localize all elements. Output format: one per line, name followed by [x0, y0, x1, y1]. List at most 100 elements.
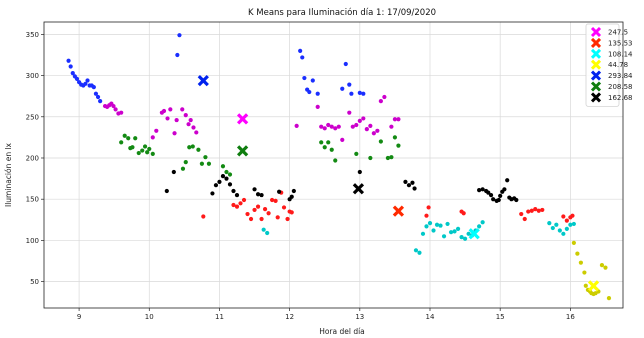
legend-marker [590, 59, 602, 70]
data-point [281, 205, 287, 210]
data-point [378, 139, 383, 144]
y-tick-label: 100 [26, 237, 39, 245]
data-point [319, 140, 324, 145]
data-point [259, 216, 264, 222]
legend-marker [590, 81, 602, 92]
data-point [150, 135, 155, 140]
data-point [578, 260, 583, 265]
data-point [571, 221, 576, 227]
data-point [488, 192, 494, 198]
data-point [224, 176, 229, 181]
data-point [385, 155, 390, 161]
data-point [252, 207, 257, 213]
x-tick-label: 15 [496, 313, 505, 321]
data-point [413, 248, 419, 253]
data-point [220, 164, 226, 169]
data-point [142, 144, 148, 149]
data-point [213, 183, 219, 188]
data-point [438, 223, 443, 228]
y-tick-label: 50 [30, 278, 39, 286]
data-point [248, 216, 254, 222]
data-point [466, 231, 471, 236]
data-point [70, 71, 75, 76]
cross-stroke [590, 59, 602, 70]
data-point [300, 55, 305, 60]
data-point [349, 91, 354, 96]
data-point [322, 145, 327, 150]
data-point [275, 215, 280, 220]
data-point [480, 187, 485, 192]
data-point [171, 169, 176, 175]
data-point [294, 123, 299, 128]
data-point [191, 125, 196, 130]
data-point [319, 124, 324, 129]
data-point [575, 251, 580, 256]
data-point [241, 197, 247, 203]
legend-marker [590, 26, 602, 38]
data-point [561, 214, 566, 219]
plot-area-frame [43, 21, 624, 309]
data-point [389, 124, 394, 129]
data-point [150, 151, 155, 156]
data-point [180, 166, 186, 171]
data-point [424, 213, 429, 218]
centroid-marker [197, 75, 209, 87]
y-axis-ticks: 50 100 150 200 250 300 350 [26, 31, 44, 286]
data-point [357, 169, 362, 175]
data-point [91, 85, 96, 90]
data-point [441, 234, 447, 239]
data-point [145, 150, 150, 155]
data-point [188, 117, 193, 123]
data-point [396, 143, 401, 148]
data-point [526, 209, 531, 214]
data-point [122, 133, 127, 138]
data-point [220, 174, 226, 179]
centroid-marker [236, 145, 249, 157]
data-point [410, 180, 415, 185]
legend-label: 135.53 [608, 39, 633, 47]
data-point [502, 187, 507, 192]
data-point [448, 230, 454, 235]
cross-stroke [468, 228, 480, 240]
data-point [480, 220, 485, 225]
data-point [203, 155, 208, 160]
data-point [66, 58, 71, 63]
data-point [119, 140, 124, 145]
data-point [175, 52, 180, 58]
data-point [396, 117, 401, 122]
data-point [347, 110, 352, 115]
data-point [354, 151, 359, 156]
data-point [252, 187, 257, 192]
data-point [199, 161, 205, 166]
data-point [382, 94, 387, 100]
legend: 247.5 135.53 108.14 44.78 293.84 208.58 162.68 [585, 23, 633, 107]
y-tick-label: 300 [26, 72, 39, 80]
data-point [119, 110, 124, 115]
legend-label: 108.14 [608, 50, 633, 58]
cross-stroke [590, 81, 602, 92]
data-point [378, 99, 383, 104]
data-point [392, 135, 398, 140]
data-point [255, 204, 261, 209]
data-point [461, 211, 466, 216]
data-point [168, 107, 173, 112]
data-point [427, 221, 433, 226]
x-tick-label: 10 [145, 313, 154, 321]
data-point [340, 86, 345, 91]
data-point [245, 211, 250, 217]
data-point [498, 193, 503, 199]
data-point [227, 182, 233, 187]
data-point [177, 33, 182, 38]
data-point [570, 213, 575, 218]
data-point [255, 192, 261, 197]
data-point [333, 158, 338, 163]
cross-stroke [392, 205, 405, 217]
data-point [269, 197, 275, 203]
data-point [98, 99, 103, 104]
data-point [540, 207, 545, 213]
data-point [445, 221, 450, 227]
cross-stroke [590, 26, 602, 38]
data-point [424, 224, 429, 229]
data-point [529, 208, 534, 213]
data-point [180, 107, 185, 112]
